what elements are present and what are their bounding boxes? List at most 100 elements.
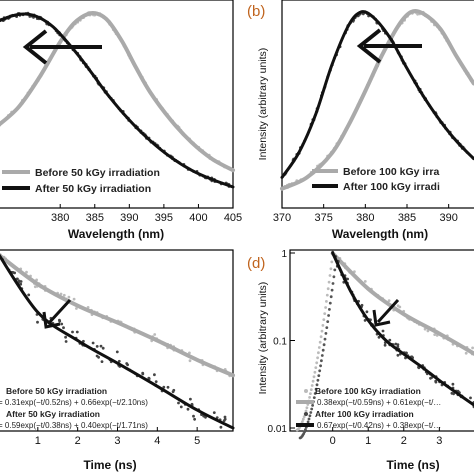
data-point	[365, 310, 369, 314]
data-point	[312, 375, 316, 379]
x-tick-label: 2	[75, 435, 81, 447]
x-tick-label: 5	[194, 435, 200, 447]
data-point	[75, 330, 79, 334]
x-tick-label: 3	[114, 435, 120, 447]
panel-b-before-series	[280, 9, 474, 191]
data-point	[313, 370, 317, 374]
panel-c-legend-after: After 50 kGy irradiation	[6, 409, 100, 419]
data-point	[451, 382, 455, 386]
data-point	[315, 361, 319, 365]
data-point	[308, 414, 312, 418]
panel-b-after-series	[280, 10, 474, 179]
x-tick-label: 4	[154, 435, 160, 447]
data-point	[329, 295, 333, 299]
panel-d-label: (d)	[247, 255, 265, 272]
data-point	[304, 428, 307, 431]
panel-c-x-axis-label: Time (ns)	[83, 458, 136, 472]
panel-d-legend-before: Before 100 kGy irradiation	[315, 386, 421, 396]
data-point	[25, 270, 28, 274]
data-point	[317, 346, 321, 349]
data-point	[328, 274, 332, 277]
panel-b-legend: Before 100 kGy irra After 100 kGy irradi	[312, 166, 440, 193]
data-point	[189, 397, 192, 401]
panel-d-x-ticks: 0 1 2 3	[330, 427, 442, 447]
data-point	[324, 306, 327, 309]
data-point	[60, 322, 64, 326]
data-point	[59, 292, 63, 296]
data-point	[308, 396, 311, 399]
panel-b-plot-frame	[281, 0, 474, 209]
panel-d-decay-arrow	[372, 298, 400, 327]
data-point	[315, 383, 319, 387]
panel-a-plot-frame	[0, 0, 234, 209]
data-point	[27, 293, 31, 297]
data-point	[303, 430, 306, 434]
data-point	[215, 416, 219, 419]
data-point	[17, 279, 21, 283]
data-point	[316, 378, 320, 382]
data-point	[192, 414, 195, 418]
data-point	[323, 337, 327, 341]
panel-c-x-ticks: 1 2 3 4 5	[35, 427, 200, 447]
data-point	[325, 293, 329, 297]
data-point	[115, 350, 119, 354]
data-point	[316, 356, 319, 360]
data-point	[311, 379, 315, 383]
data-point	[166, 385, 170, 389]
data-point	[469, 396, 472, 400]
data-point	[321, 324, 325, 327]
series-line	[330, 251, 474, 356]
series-line	[331, 251, 474, 407]
data-point	[72, 297, 76, 301]
data-point	[306, 420, 310, 424]
data-point	[434, 379, 438, 383]
panel-d: (d) Intensity (arbitrary units) 1 0.1 0.01…	[247, 249, 474, 472]
data-point	[179, 405, 183, 409]
x-tick-label: 380	[356, 212, 374, 224]
series-line	[0, 12, 235, 189]
panel-b-x-ticks: 370 375 380 385 390	[273, 204, 458, 224]
data-point	[311, 404, 314, 407]
data-point	[309, 388, 313, 391]
data-point	[396, 343, 400, 346]
data-point	[377, 335, 381, 339]
data-point	[153, 373, 156, 377]
data-point	[319, 335, 323, 339]
data-point	[153, 333, 157, 336]
panel-b-y-axis-label: Intensity (arbitrary units)	[257, 48, 269, 161]
x-tick-label: 0	[330, 435, 336, 447]
data-point	[101, 346, 105, 350]
data-point	[387, 299, 391, 302]
data-point	[36, 320, 39, 324]
panel-d-after-series	[298, 250, 474, 440]
data-point	[363, 319, 367, 322]
x-tick-label: 405	[224, 212, 242, 224]
data-point	[99, 344, 103, 348]
panel-c-fit-before: = 0.31exp(−t/0.52ns) + 0.66exp(−t/2.10ns…	[0, 398, 148, 407]
data-point	[91, 341, 95, 345]
data-point	[329, 267, 333, 271]
data-point	[464, 351, 468, 355]
data-point	[302, 415, 306, 419]
x-tick-label: 1	[365, 435, 371, 447]
data-point	[331, 282, 335, 285]
data-point	[309, 392, 312, 395]
data-point	[318, 340, 322, 344]
data-point	[310, 407, 314, 411]
panel-a-legend: Before 50 kGy irradiation After 50 kGy i…	[2, 167, 160, 195]
data-point	[330, 288, 334, 292]
x-tick-label: 390	[439, 212, 457, 224]
data-point	[320, 354, 324, 357]
data-point	[398, 305, 402, 309]
data-point	[471, 346, 474, 350]
series-line	[0, 10, 235, 173]
data-point	[327, 280, 331, 284]
data-point	[317, 351, 320, 355]
panel-d-fit-after: 0.67exp(−t/0.42ns) + 0.38exp(−t/…	[317, 421, 441, 430]
data-point	[433, 333, 437, 336]
data-point	[320, 359, 323, 363]
panel-c-decay-arrow	[42, 298, 72, 329]
y-tick-label: 1	[281, 249, 287, 260]
data-point	[58, 318, 61, 322]
data-point	[67, 295, 71, 299]
